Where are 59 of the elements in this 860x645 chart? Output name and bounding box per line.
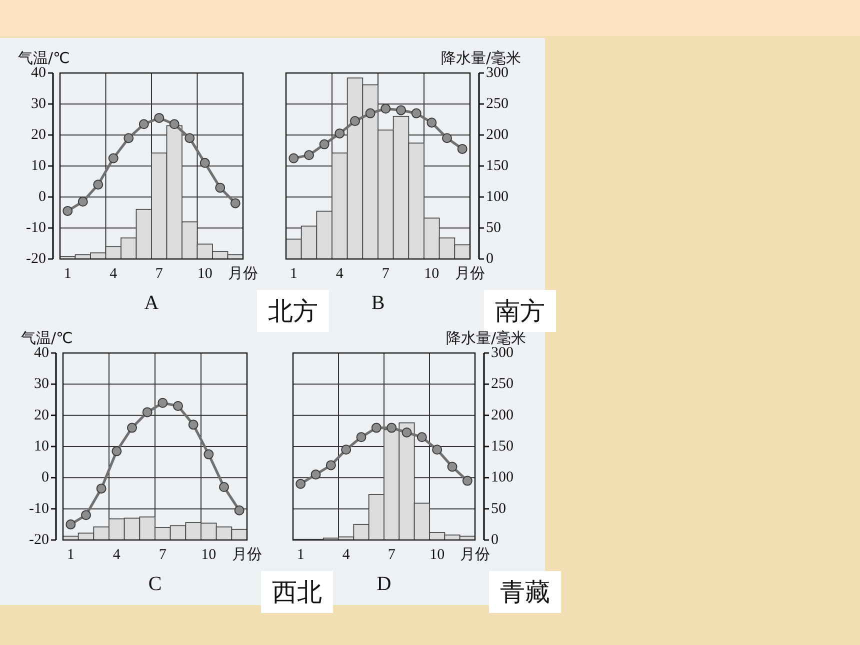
x-tick-label: 10 xyxy=(197,266,212,282)
x-tick-label: 4 xyxy=(112,547,120,563)
y2-tick-label: 250 xyxy=(491,376,514,392)
y-tick-label: -10 xyxy=(29,500,49,517)
y-tick-label: 0 xyxy=(38,189,46,205)
y-tick-label: 20 xyxy=(34,407,49,424)
y2-tick-label: 0 xyxy=(491,532,498,548)
y2-tick-label: 250 xyxy=(486,96,508,112)
y2-tick-label: 150 xyxy=(486,158,508,174)
title: B xyxy=(371,292,385,314)
annotation: 青藏 xyxy=(489,571,561,613)
y-tick-label: -10 xyxy=(26,220,46,236)
y-tick-label: 30 xyxy=(34,376,49,392)
x-tick-label: 7 xyxy=(388,547,396,563)
y-axis-title: 气温/℃ xyxy=(18,49,70,67)
x-tick-label: 1 xyxy=(296,547,304,563)
title: C xyxy=(148,573,162,595)
y2-tick-label: 0 xyxy=(486,251,494,267)
y-tick-label: 40 xyxy=(34,345,49,361)
x-axis-title: 月份 xyxy=(455,264,485,282)
y2-tick-label: 50 xyxy=(491,500,506,517)
y2-axis-title: 降水量/毫米 xyxy=(446,329,526,347)
x-tick-label: 4 xyxy=(342,547,350,563)
x-tick-label: 1 xyxy=(66,547,74,563)
x-tick-label: 4 xyxy=(110,266,118,282)
y2-tick-label: 100 xyxy=(491,470,514,486)
y-axis-title: 气温/℃ xyxy=(21,329,73,347)
title: A xyxy=(144,292,159,314)
y-tick-label: 0 xyxy=(42,470,49,486)
y2-tick-label: 300 xyxy=(491,345,514,361)
y-tick-label: 40 xyxy=(31,65,46,81)
x-tick-label: 1 xyxy=(64,266,72,282)
y-tick-label: 20 xyxy=(31,127,46,143)
x-tick-label: 10 xyxy=(430,547,445,563)
x-tick-label: 7 xyxy=(382,266,390,282)
y2-tick-label: 150 xyxy=(491,438,514,454)
y2-tick-label: 300 xyxy=(486,65,508,81)
x-tick-label: 7 xyxy=(155,266,163,282)
x-tick-label: 10 xyxy=(201,547,216,563)
x-tick-label: 10 xyxy=(424,266,440,282)
x-axis-title: 月份 xyxy=(228,264,258,282)
annotation: 西北 xyxy=(261,571,333,613)
y-tick-label: 10 xyxy=(34,438,49,454)
x-tick-label: 1 xyxy=(290,266,298,282)
x-tick-label: 7 xyxy=(158,547,166,563)
y2-tick-label: 100 xyxy=(486,189,508,205)
y2-axis-title: 降水量/毫米 xyxy=(440,49,521,67)
annotation: 北方 xyxy=(257,290,329,332)
x-axis-title: 月份 xyxy=(460,545,490,563)
x-axis-title: 月份 xyxy=(232,545,262,563)
y-tick-label: 30 xyxy=(31,96,46,112)
y2-tick-label: 200 xyxy=(486,127,508,143)
title: D xyxy=(376,573,392,595)
y-tick-label: -20 xyxy=(29,532,49,548)
y2-tick-label: 200 xyxy=(491,407,514,424)
y2-tick-label: 50 xyxy=(486,220,501,236)
x-tick-label: 4 xyxy=(336,266,344,282)
y-tick-label: 10 xyxy=(31,158,46,174)
y-tick-label: -20 xyxy=(26,251,46,267)
